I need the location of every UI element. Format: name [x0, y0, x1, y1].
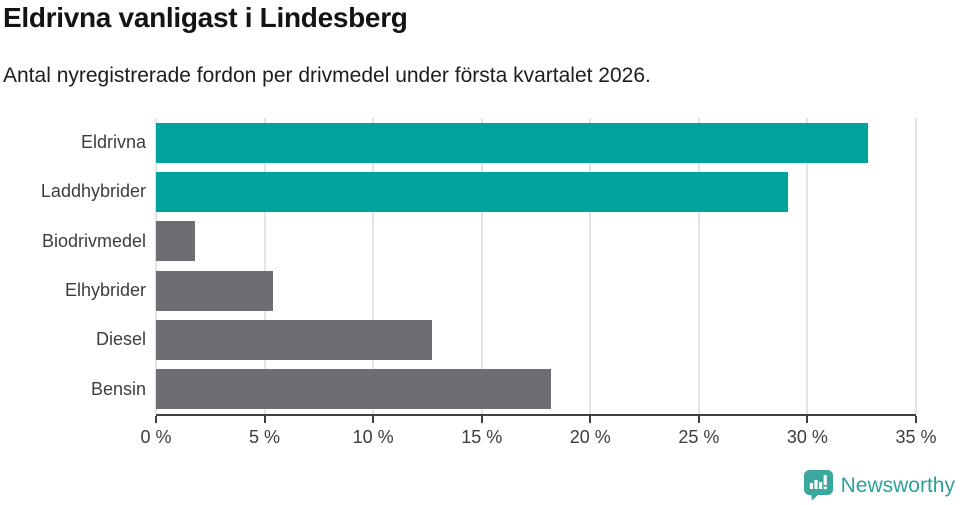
gridline: [806, 118, 809, 414]
bar-bensin: [156, 369, 552, 410]
gridline: [480, 118, 483, 414]
category-label-elhybrider: Elhybrider: [64, 280, 146, 301]
category-label-bensin: Bensin: [90, 378, 146, 399]
bar-elhybrider: [156, 270, 274, 311]
x-axis-tick-label: 5 %: [249, 427, 281, 447]
chart-subtitle: Antal nyregistrerade fordon per drivmede…: [3, 64, 651, 87]
x-axis-tick: [697, 416, 700, 423]
x-axis-tick: [263, 416, 266, 423]
category-label-eldrivna: Eldrivna: [80, 132, 146, 153]
category-label-biodrivmedel: Biodrivmedel: [41, 230, 146, 251]
chart-title: Eldrivna vanligast i Lindesberg: [3, 2, 408, 33]
x-axis-tick: [155, 416, 157, 423]
bar-diesel: [156, 320, 432, 360]
newsworthy-logo[interactable]: Newsworthy: [803, 470, 955, 501]
x-axis-tick-label: 35 %: [895, 427, 937, 447]
newsworthy-wordmark: Newsworthy: [840, 473, 955, 497]
x-axis-tick: [372, 416, 375, 423]
x-axis-tick: [589, 416, 592, 423]
gridline: [263, 118, 266, 414]
gridline: [372, 118, 375, 414]
x-axis-tick-label: 30 %: [786, 427, 828, 447]
x-axis-tick: [480, 416, 483, 423]
x-axis-tick-label: 10 %: [352, 427, 394, 447]
x-axis-tick-label: 15 %: [461, 427, 503, 447]
bar-laddhybrider: [156, 172, 788, 212]
plot-area: 0 % 5 % 10 % 15 % 20 % 25 % 30 % 35 %: [140, 118, 937, 447]
gridline: [589, 118, 592, 414]
x-axis-tick: [915, 416, 917, 423]
gridline: [155, 118, 157, 414]
x-axis-tick-label: 20 %: [569, 427, 611, 447]
x-axis-tick-label: 25 %: [678, 427, 720, 447]
x-axis-tick: [806, 416, 809, 423]
x-axis-tick-label: 0 %: [140, 427, 172, 447]
category-label-laddhybrider: Laddhybrider: [40, 181, 146, 202]
bar-eldrivna: [156, 122, 869, 163]
gridline: [915, 118, 917, 414]
category-label-diesel: Diesel: [95, 329, 146, 350]
newsworthy-chart-bubble-icon: [803, 470, 833, 501]
gridline: [697, 118, 700, 414]
bar-biodrivmedel: [156, 221, 196, 262]
y-axis-labels: Eldrivna Laddhybrider Biodrivmedel Elhybrid…: [0, 118, 146, 414]
